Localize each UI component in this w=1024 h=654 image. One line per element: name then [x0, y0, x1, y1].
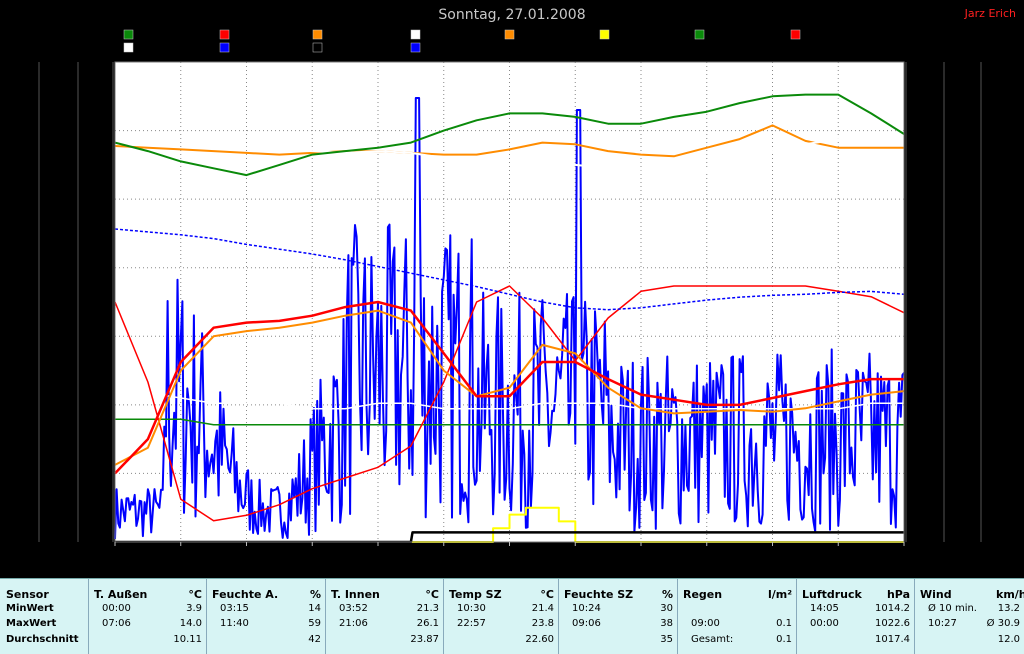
series-t-außen	[114, 300, 904, 475]
cell-value: 1017.4	[875, 634, 910, 645]
column-unit: %	[661, 588, 673, 601]
column-unit: hPa	[886, 588, 910, 601]
column-header: T. Außen	[94, 588, 148, 601]
column-header: Temp SZ	[449, 588, 502, 601]
row-label: MaxWert	[6, 618, 57, 629]
cell-time: 00:00	[102, 603, 131, 614]
cell-time: 10:30	[457, 603, 486, 614]
table-column-divider	[914, 579, 1024, 654]
cell-time: 10:27	[928, 618, 957, 629]
cell-time: 03:15	[220, 603, 249, 614]
cell-value: 1014.2	[875, 603, 910, 614]
column-header: Feuchte A.	[212, 588, 279, 601]
chart-credit: Jarz Erich	[964, 7, 1016, 20]
stats-table: Sensor MinWert MaxWert Durchschnitt T. Außen…	[0, 578, 1024, 654]
table-column-divider	[558, 579, 678, 654]
weather-chart: Sonntag, 27.01.2008 Jarz Erich	[38, 7, 1017, 546]
cell-value: 42	[308, 634, 321, 645]
series-temp-sz	[114, 133, 904, 173]
cell-value: 14	[308, 603, 321, 614]
series-windboeen	[114, 97, 905, 540]
sensor-header: Sensor	[6, 588, 49, 601]
cell-value: 13.2	[997, 603, 1020, 614]
cell-value: 23.8	[531, 618, 554, 629]
series-feuchte-a	[114, 285, 905, 522]
legend-swatch	[123, 42, 134, 53]
row-label: MinWert	[6, 603, 54, 614]
cell-value: 0.1	[776, 634, 792, 645]
column-unit: l/m²	[768, 588, 793, 601]
cell-time: 03:52	[339, 603, 368, 614]
series-t-innen	[114, 93, 905, 177]
legend-swatch	[123, 29, 134, 40]
series-layer	[114, 93, 905, 544]
cell-value: 12.0	[997, 634, 1020, 645]
cell-value: 0.1	[776, 618, 792, 629]
legend-swatch	[504, 29, 515, 40]
cell-value: 21.3	[416, 603, 439, 614]
legend-swatch	[219, 29, 230, 40]
legend-swatch	[219, 42, 230, 53]
cell-value: 35	[660, 634, 673, 645]
series-feuchte-sz	[114, 391, 904, 410]
cell-time: 07:06	[102, 618, 131, 629]
chart-title: Sonntag, 27.01.2008	[438, 7, 585, 23]
row-label: Durchschnitt	[6, 634, 79, 645]
cell-time: 21:06	[339, 618, 368, 629]
cell-value: 23.87	[410, 634, 439, 645]
cell-time: 11:40	[220, 618, 249, 629]
series-temp-wind	[114, 309, 905, 466]
legend-swatch	[312, 29, 323, 40]
cell-value: Ø 30.9	[986, 618, 1020, 629]
cell-value: 26.1	[416, 618, 439, 629]
cell-value: 1022.6	[875, 618, 910, 629]
cell-time: 00:00	[810, 618, 839, 629]
legend-swatch	[694, 29, 705, 40]
series-temp-kz	[114, 124, 904, 158]
table-column-divider	[206, 579, 326, 654]
cell-value: 21.4	[531, 603, 554, 614]
column-header: Regen	[683, 588, 723, 601]
cell-value: 30	[660, 603, 673, 614]
table-column-divider	[677, 579, 797, 654]
table-column-divider	[443, 579, 559, 654]
cell-value: 14.0	[179, 618, 202, 629]
legend-swatch	[599, 29, 610, 40]
table-column-divider	[325, 579, 444, 654]
column-header: Wind	[920, 588, 952, 601]
cell-time: 14:05	[810, 603, 839, 614]
table-column-divider	[796, 579, 915, 654]
column-unit: °C	[188, 588, 202, 601]
cell-time: 10:24	[572, 603, 601, 614]
cell-value: 3.9	[186, 603, 202, 614]
legend-swatch	[790, 29, 801, 40]
series-luftdruck	[114, 228, 905, 311]
cell-time: Ø 10 min.	[928, 603, 977, 614]
table-column-divider	[88, 579, 207, 654]
chart-svg: Sonntag, 27.01.2008 Jarz Erich	[38, 7, 1017, 546]
legend-swatch	[410, 29, 421, 40]
series-feuchte-i	[115, 418, 904, 426]
cell-time: Gesamt:	[691, 634, 734, 645]
cell-time: 09:00	[691, 618, 720, 629]
axes-layer	[38, 61, 982, 546]
legend-swatch	[312, 42, 323, 53]
cell-time: 09:06	[572, 618, 601, 629]
cell-value: 38	[660, 618, 673, 629]
column-unit: °C	[425, 588, 439, 601]
column-unit: °C	[540, 588, 554, 601]
legend	[123, 29, 801, 53]
legend-swatch	[410, 42, 421, 53]
series-uv-index	[115, 506, 904, 543]
column-header: Feuchte SZ	[564, 588, 634, 601]
column-header: T. Innen	[331, 588, 380, 601]
column-unit: km/h	[996, 588, 1024, 601]
cell-time: 22:57	[457, 618, 486, 629]
cell-value: 10.11	[173, 634, 202, 645]
cell-value: 59	[308, 618, 321, 629]
column-header: Luftdruck	[802, 588, 862, 601]
cell-value: 22.60	[525, 634, 554, 645]
column-unit: %	[309, 588, 321, 601]
